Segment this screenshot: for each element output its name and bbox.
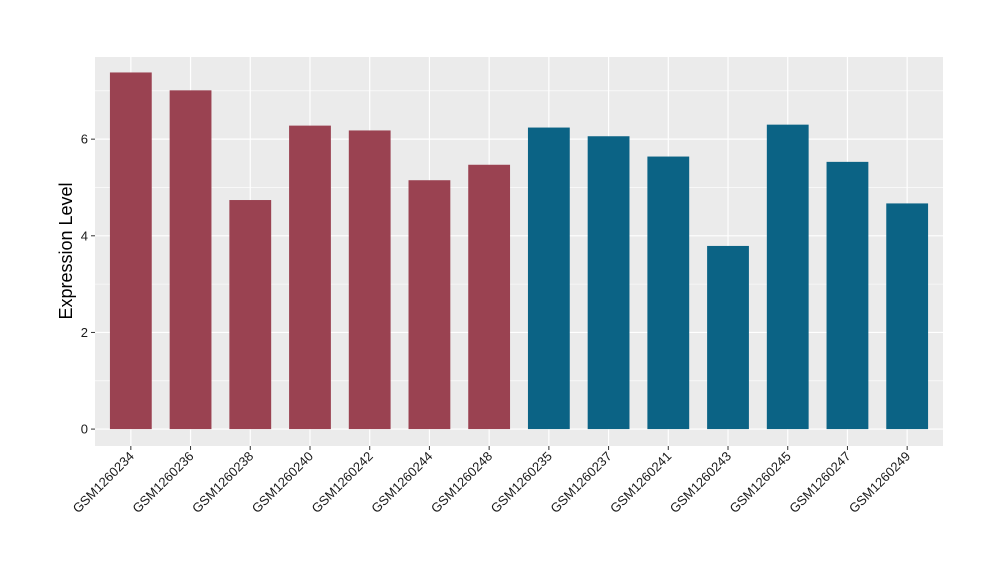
y-tick-label: 0 <box>81 422 88 437</box>
x-tick-label: GSM1260247 <box>786 449 853 516</box>
x-tick-label: GSM1260248 <box>428 449 495 516</box>
x-tick-label: GSM1260245 <box>727 449 794 516</box>
bar-GSM1260242 <box>348 130 391 430</box>
bars-group <box>109 72 929 430</box>
bar-GSM1260243 <box>707 245 749 430</box>
bar-GSM1260236 <box>169 90 212 430</box>
bar-GSM1260234 <box>109 72 152 430</box>
x-axis: GSM1260234GSM1260236GSM1260238GSM1260240… <box>70 446 913 516</box>
bar-GSM1260248 <box>468 164 511 430</box>
bar-GSM1260235 <box>527 127 570 430</box>
bar-GSM1260247 <box>826 161 869 430</box>
x-tick-label: GSM1260238 <box>189 449 256 516</box>
x-tick-label: GSM1260242 <box>308 449 375 516</box>
x-tick-label: GSM1260237 <box>547 449 614 516</box>
x-tick-label: GSM1260236 <box>129 449 196 516</box>
y-tick-label: 6 <box>81 132 88 147</box>
x-tick-label: GSM1260235 <box>488 449 555 516</box>
bar-GSM1260245 <box>766 124 809 430</box>
bar-GSM1260249 <box>886 203 929 430</box>
plot-panel <box>95 57 943 446</box>
x-tick-label: GSM1260234 <box>70 449 137 516</box>
y-tick-label: 4 <box>81 228 88 243</box>
bar-GSM1260244 <box>408 180 451 430</box>
x-tick-label: GSM1260249 <box>846 449 913 516</box>
y-axis-title: Expression Level <box>56 182 76 319</box>
x-tick-label: GSM1260240 <box>249 449 316 516</box>
y-axis: 0 2 4 6 <box>81 132 95 437</box>
bar-GSM1260240 <box>289 125 331 430</box>
x-tick-label: GSM1260243 <box>667 449 734 516</box>
y-tick-label: 2 <box>81 325 88 340</box>
bar-GSM1260241 <box>647 156 690 430</box>
bar-GSM1260238 <box>229 200 272 430</box>
bar-GSM1260237 <box>587 136 630 430</box>
x-tick-label: GSM1260241 <box>607 449 674 516</box>
x-tick-label: GSM1260244 <box>368 449 435 516</box>
